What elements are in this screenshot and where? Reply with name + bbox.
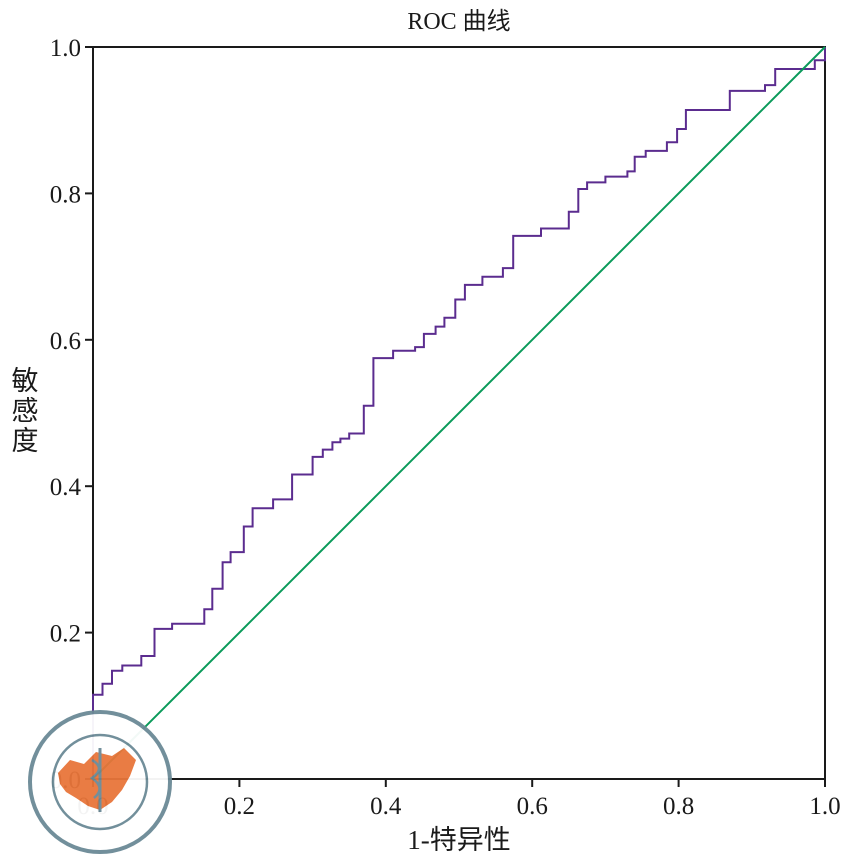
y-axis-label-char: 度: [12, 426, 39, 456]
y-axis-label: 敏感度: [12, 366, 39, 456]
serpent-icon: [89, 758, 101, 799]
y-axis-label-char: 感: [12, 396, 39, 426]
chart-title: ROC 曲线: [407, 8, 510, 35]
roc-curve: [92, 47, 826, 779]
y-tick-label: 0.4: [50, 474, 82, 501]
y-tick-label: 0.2: [50, 621, 81, 648]
y-tick-label: 0.6: [50, 328, 81, 355]
reference-diagonal-line: [92, 46, 826, 780]
x-tick-label: 0.8: [663, 793, 694, 820]
china-map-icon: [58, 748, 136, 810]
y-axis-label-group: 敏感度: [12, 366, 39, 456]
x-tick-label: 0.4: [370, 793, 402, 820]
plot-frame: [92, 46, 826, 780]
y-axis-label-char: 敏: [12, 366, 39, 396]
cma-watermark-logo: [28, 710, 172, 854]
x-tick-label: 0.6: [517, 793, 548, 820]
x-axis-label: 1-特异性: [407, 825, 511, 855]
x-tick-label: 0.2: [224, 793, 255, 820]
y-tick-label: 0.8: [50, 181, 81, 208]
plot-area: 0.00.20.40.60.81.00.00.20.40.60.81.0: [50, 35, 841, 820]
x-tick-label: 1.0: [809, 793, 840, 820]
y-tick-label: 1.0: [50, 35, 81, 62]
